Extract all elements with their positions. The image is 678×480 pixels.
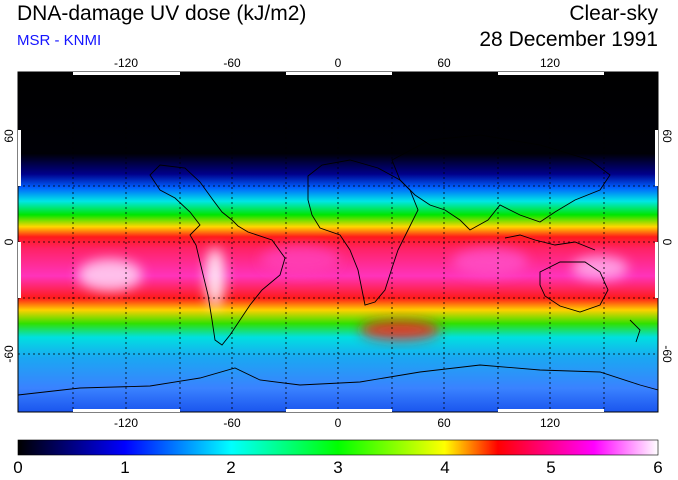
- colorbar-label: 0: [13, 458, 23, 477]
- lon-tick-top: -120: [113, 56, 139, 70]
- colorbar-frame: [17, 439, 659, 456]
- colorbar: [18, 440, 658, 455]
- colorbar-label: 3: [333, 458, 343, 477]
- colorbar-label: 2: [226, 458, 236, 477]
- graticule: [18, 72, 658, 412]
- colorbar-label: 6: [653, 458, 663, 477]
- coastlines: [18, 134, 658, 396]
- lon-tick-bottom: -60: [223, 416, 241, 430]
- lon-tick-bottom: 120: [539, 416, 561, 430]
- lon-tick-bottom: 0: [334, 416, 342, 430]
- lon-tick-top: -60: [223, 56, 241, 70]
- map-subtitle: MSR - KNMI: [17, 32, 102, 49]
- colorbar-label: 1: [120, 458, 130, 477]
- frame-ticks: [18, 72, 658, 412]
- lon-tick-top: 60: [437, 56, 451, 70]
- lon-tick-top: 0: [334, 56, 342, 70]
- uv-dose-field: [18, 72, 658, 412]
- colorbar-label: 5: [546, 458, 556, 477]
- lon-tick-top: 120: [539, 56, 561, 70]
- sky-condition: Clear-sky: [569, 2, 658, 25]
- colorbar-label: 4: [440, 458, 450, 477]
- lon-tick-bottom: -120: [113, 416, 139, 430]
- map-title: DNA-damage UV dose (kJ/m2): [17, 2, 307, 25]
- map-date: 28 December 1991: [479, 28, 658, 51]
- lon-tick-bottom: 60: [437, 416, 451, 430]
